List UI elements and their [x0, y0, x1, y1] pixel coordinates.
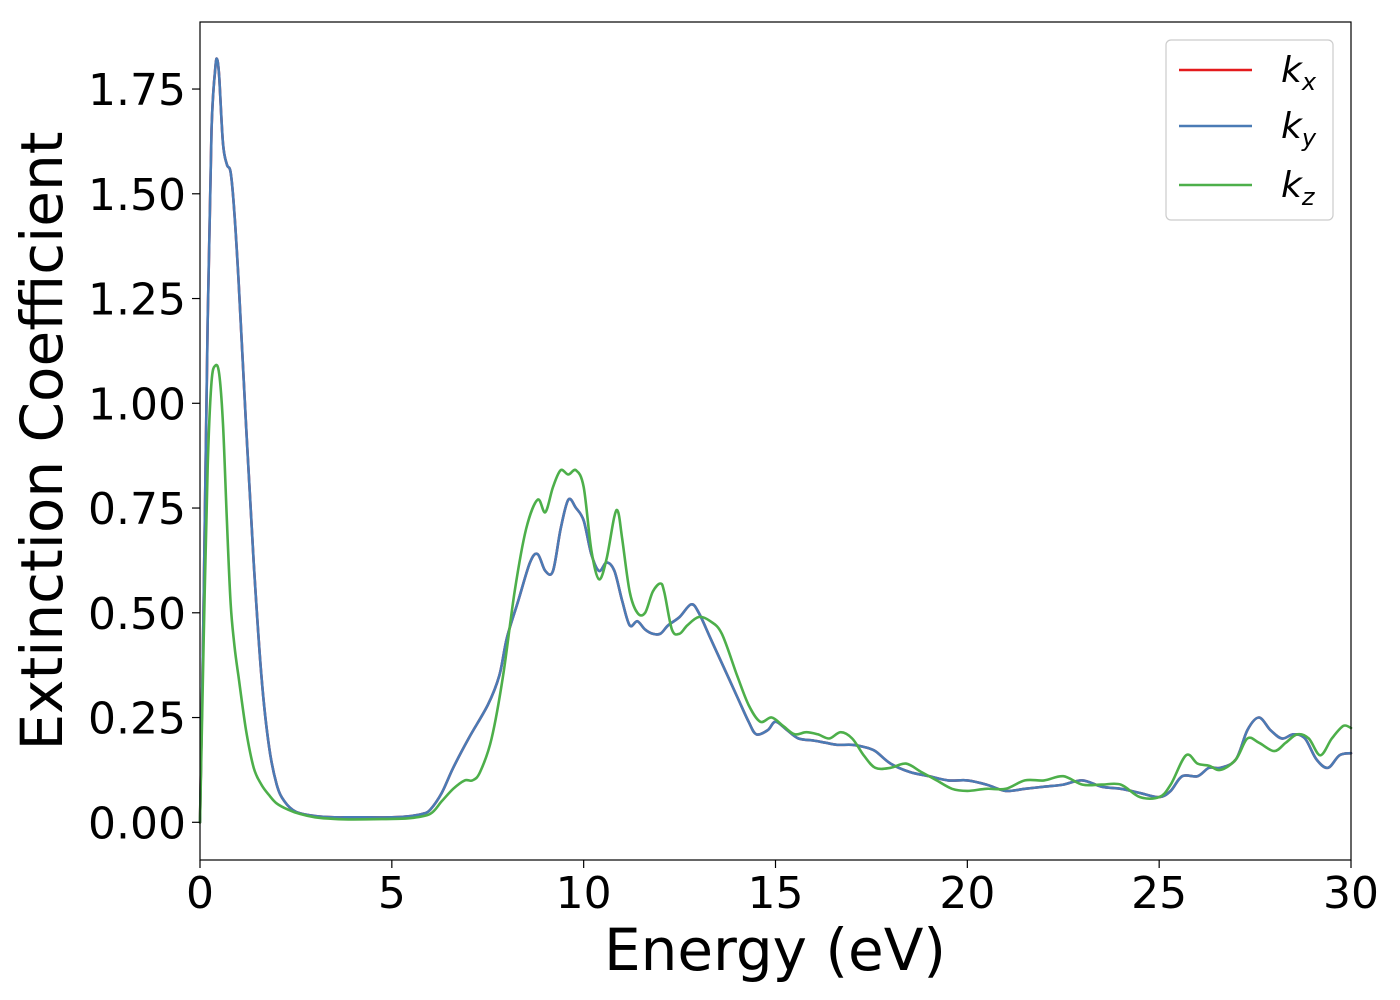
- y-axis-title: Extinction Coefficient: [8, 132, 76, 751]
- y-tick-label: 1.75: [88, 65, 186, 116]
- legend-label-k-z: kz: [1281, 165, 1316, 211]
- x-tick-label: 25: [1131, 868, 1187, 919]
- x-tick-label: 10: [556, 868, 612, 919]
- legend-frame: [1165, 39, 1334, 221]
- series-line-k-y: [198, 57, 1353, 824]
- series-layer: [198, 57, 1353, 824]
- x-axis-title: Energy (eV): [604, 916, 946, 984]
- legend-label-k-x: kx: [1281, 50, 1317, 96]
- y-tick-label: 0.25: [88, 694, 186, 745]
- x-tick-label: 20: [939, 868, 995, 919]
- x-tick-label: 30: [1323, 868, 1379, 919]
- y-tick-label: 0.00: [88, 798, 186, 849]
- y-tick-label: 0.50: [88, 589, 186, 640]
- series-line-k-z: [198, 363, 1353, 824]
- x-tick-label: 5: [378, 868, 406, 919]
- x-tick-label: 0: [186, 868, 214, 919]
- legend: kx ky kz: [1165, 39, 1334, 221]
- y-tick-label: 1.25: [88, 275, 186, 326]
- legend-label-k-y: ky: [1281, 106, 1317, 152]
- y-axis: 0.00 0.25 0.50 0.75 1.00 1.25 1.50 1.75: [88, 65, 200, 849]
- y-tick-label: 1.00: [88, 379, 186, 430]
- y-tick-label: 0.75: [88, 484, 186, 535]
- y-tick-label: 1.50: [88, 170, 186, 221]
- x-axis: 0 5 10 15 20 25 30: [186, 860, 1379, 919]
- x-tick-label: 15: [748, 868, 804, 919]
